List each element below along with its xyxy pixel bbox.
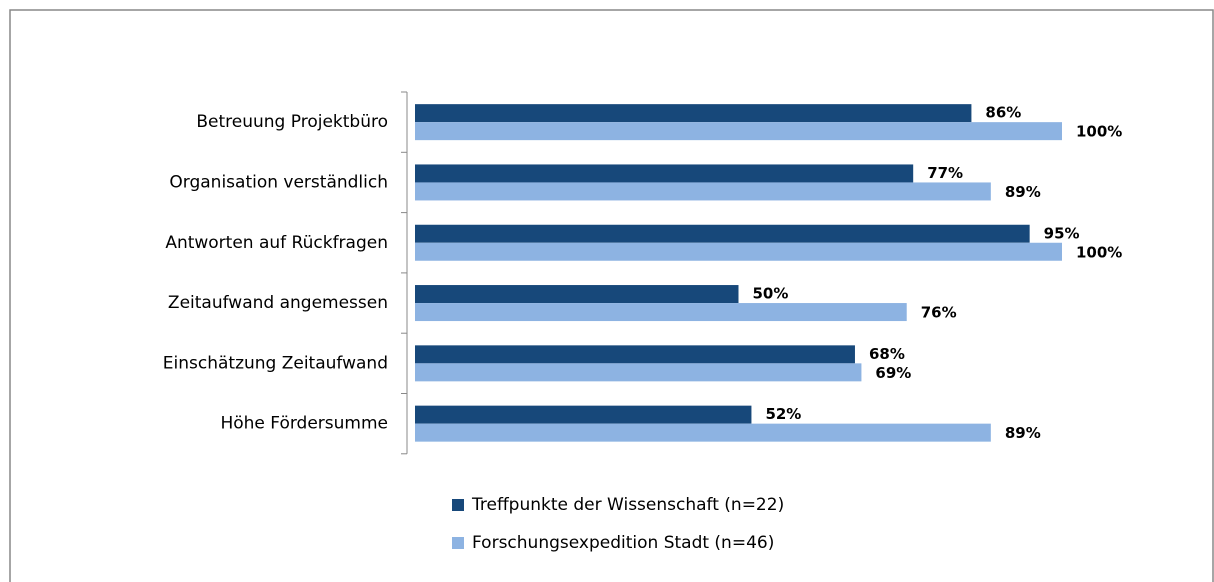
bar bbox=[415, 345, 855, 364]
bar bbox=[415, 363, 862, 382]
value-label: 86% bbox=[985, 104, 1021, 122]
bar bbox=[415, 224, 1030, 243]
bar bbox=[415, 303, 907, 322]
legend-swatch bbox=[452, 537, 464, 549]
value-label: 100% bbox=[1076, 123, 1122, 141]
value-label: 77% bbox=[927, 164, 963, 182]
value-label: 76% bbox=[921, 304, 957, 322]
value-label: 89% bbox=[1005, 183, 1041, 201]
category-label: Einschätzung Zeitaufwand bbox=[163, 353, 388, 373]
bar bbox=[415, 405, 752, 424]
bar bbox=[415, 285, 739, 304]
category-label: Antworten auf Rückfragen bbox=[165, 233, 388, 253]
value-label: 50% bbox=[753, 285, 789, 303]
value-label: 95% bbox=[1044, 224, 1080, 242]
category-label: Höhe Fördersumme bbox=[220, 414, 388, 434]
value-label: 100% bbox=[1076, 243, 1122, 261]
bar bbox=[415, 104, 972, 123]
value-label: 69% bbox=[875, 364, 911, 382]
legend-label: Forschungsexpedition Stadt (n=46) bbox=[472, 533, 774, 553]
legend-label: Treffpunkte der Wissenschaft (n=22) bbox=[471, 495, 784, 515]
value-label: 89% bbox=[1005, 424, 1041, 442]
category-label: Zeitaufwand angemessen bbox=[168, 293, 388, 313]
value-label: 68% bbox=[869, 345, 905, 363]
category-label: Betreuung Projektbüro bbox=[196, 112, 388, 132]
value-label: 52% bbox=[765, 405, 801, 423]
bar bbox=[415, 423, 991, 442]
bar bbox=[415, 242, 1062, 261]
category-label: Organisation verständlich bbox=[169, 172, 388, 192]
bar bbox=[415, 182, 991, 201]
bar bbox=[415, 164, 914, 183]
legend-swatch bbox=[452, 499, 464, 511]
bar bbox=[415, 122, 1062, 141]
